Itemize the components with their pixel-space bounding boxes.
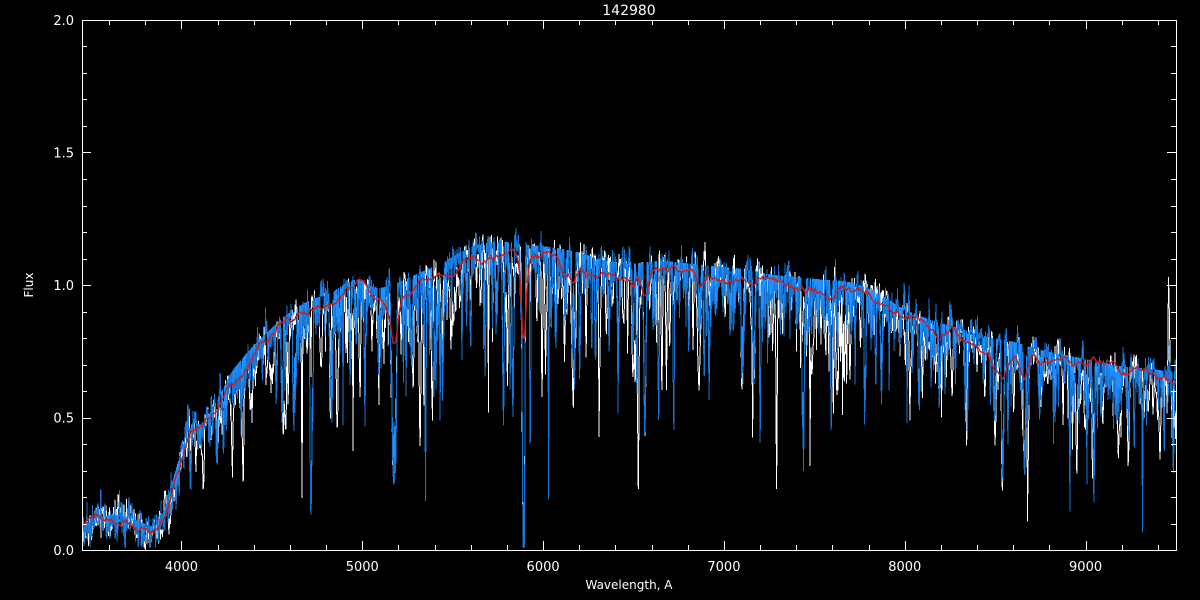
axes-layer	[82, 20, 1177, 551]
x-axis-title: Wavelength, A	[585, 578, 673, 592]
axis-label-layer: 4000 5000 6000 7000 8000 9000 0.0 0.5 1.0 1.5 2.0	[53, 14, 1102, 575]
x-tick-label: 8000	[888, 560, 921, 575]
y-tick-label: 1.5	[53, 147, 74, 162]
x-tick-label: 6000	[527, 560, 560, 575]
y-axis-title: Flux	[22, 273, 36, 298]
y-tick-label: 2.0	[53, 14, 74, 29]
smoothed-continuum-model-trace	[82, 247, 1176, 535]
comparison-spectrum-trace	[82, 227, 1176, 548]
y-tick-label: 0.5	[53, 412, 74, 427]
x-tick-label: 7000	[707, 560, 740, 575]
x-tick-label: 5000	[346, 560, 379, 575]
data-series-layer	[82, 227, 1176, 550]
x-tick-label: 4000	[165, 560, 198, 575]
page-title: 142980	[602, 3, 655, 19]
y-tick-label: 1.0	[53, 279, 74, 294]
y-tick-label: 0.0	[53, 544, 74, 559]
x-tick-label: 9000	[1069, 560, 1102, 575]
